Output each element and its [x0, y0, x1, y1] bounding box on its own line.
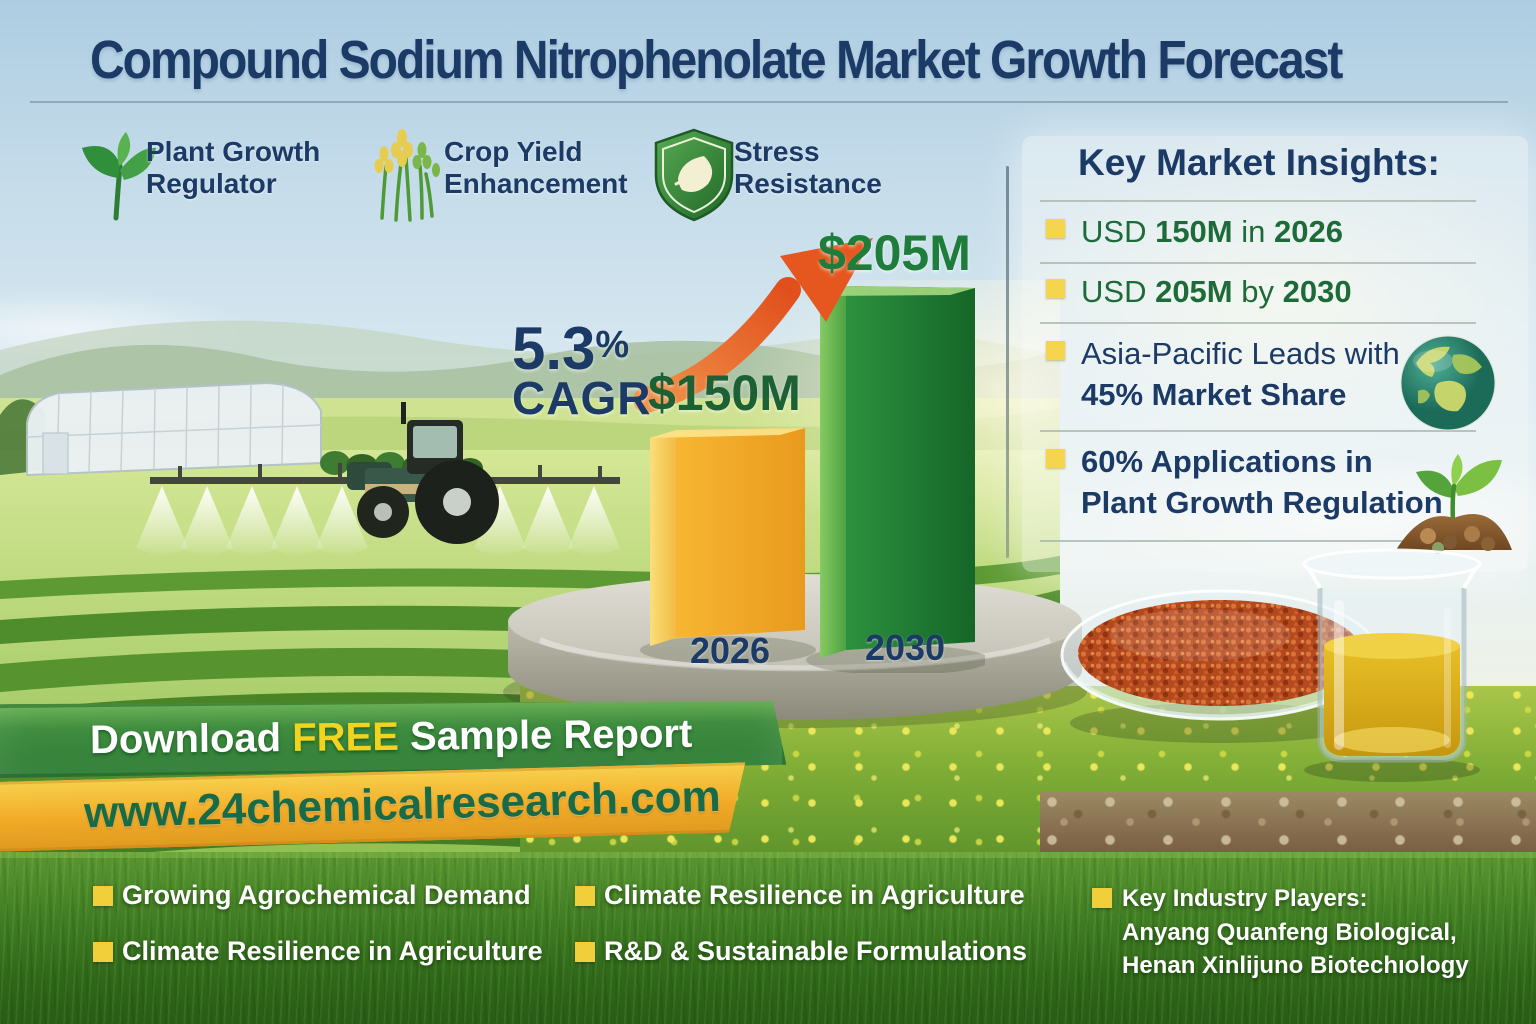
feature-label-line1: Stress: [734, 136, 820, 167]
tractor: [347, 402, 499, 544]
cagr-value: 5.3: [512, 315, 596, 382]
footer-key-players-line: Anyang Quanfeng Biological,: [1122, 918, 1457, 946]
feature-label-line2: Regulator: [146, 167, 277, 199]
banner-text: Download: [89, 716, 293, 763]
insights-title: Key Market Insights:: [1078, 142, 1440, 183]
bar-2030-value-label: $205M: [818, 225, 971, 281]
seedling-soil-icon: [1396, 454, 1512, 554]
feature-label-line2: Resistance: [734, 167, 882, 199]
insight-item-2026-value: USD 150M in 2026: [1046, 212, 1343, 253]
square-bullet-icon: [93, 886, 113, 906]
insight-item-2030-value: USD 205M by 2030: [1046, 272, 1352, 313]
insight-year: 2026: [1273, 214, 1343, 249]
feature-label-line1: Crop Yield: [444, 136, 583, 167]
footer-item: R&D & Sustainable Formulations: [604, 936, 1028, 966]
insight-text: USD: [1081, 274, 1156, 309]
insights-separator: [1040, 540, 1476, 542]
bottom-grass-band: [0, 852, 1536, 1024]
insights-separator: [1040, 430, 1476, 432]
feature-label-plant-growth: Plant Growth Regulator: [146, 136, 320, 200]
feature-label-stress-resistance: Stress Resistance: [734, 136, 882, 200]
insight-value: 205M: [1155, 274, 1233, 309]
beaker-yellow-liquid: [1302, 548, 1482, 782]
insights-separator: [1040, 262, 1476, 264]
bar-2026: [650, 428, 805, 646]
footer-item: Growing Agrochemical Demand: [122, 880, 531, 910]
bar-2030-axis-label: 2030: [864, 627, 946, 668]
insights-separator: [1040, 322, 1476, 324]
title-divider: [30, 101, 1508, 103]
bar-2030: [820, 286, 975, 658]
banner-text: Sample Report: [398, 711, 693, 759]
square-bullet-icon: [1046, 449, 1065, 468]
square-bullet-icon: [1046, 341, 1065, 360]
bar-2026-value-label: $150M: [648, 365, 801, 421]
feature-label-line1: Plant Growth: [146, 136, 321, 167]
footer-item: Climate Resilience in Agriculture: [604, 880, 1025, 910]
square-bullet-icon: [1046, 279, 1065, 298]
bar-chart: [640, 286, 985, 673]
insight-year: 2030: [1282, 274, 1352, 309]
footer-key-players-title: Key Industry Players:: [1122, 885, 1368, 912]
insight-text: Plant Growth Regulation: [1081, 484, 1443, 520]
cagr-percent-sign: %: [595, 324, 630, 366]
feature-label-crop-yield: Crop Yield Enhancement: [444, 136, 628, 200]
footer-key-players: Key Industry Players: Anyang Quanfeng Bi…: [1122, 882, 1469, 983]
insight-text: by: [1232, 274, 1283, 309]
footer-key-players-line: Henan Xinlijuno Biotechıology: [1122, 952, 1469, 980]
wheat-crop-icon: [374, 129, 440, 222]
square-bullet-icon: [1092, 888, 1112, 908]
insight-item-asia-pacific: Asia-Pacific Leads with 45% Market Share: [1046, 334, 1400, 416]
spray-mist: [136, 486, 620, 555]
shield-leaf-icon: [654, 128, 734, 222]
insight-value: 45% Market Share: [1081, 376, 1347, 412]
insight-text: Asia-Pacific Leads with: [1081, 336, 1400, 371]
square-bullet-icon: [575, 942, 595, 962]
banner-free-text: FREE: [291, 714, 400, 761]
insights-vertical-divider: [1006, 166, 1009, 558]
feature-label-line2: Enhancement: [444, 167, 628, 199]
insight-value: 60% Applications in: [1081, 444, 1373, 479]
cagr-annotation: 5.3% CAGR: [512, 319, 652, 424]
insights-separator: [1040, 200, 1476, 202]
cagr-label: CAGR: [512, 372, 652, 424]
website-url: www.24chemicalresearch.com: [83, 771, 722, 838]
square-bullet-icon: [93, 942, 113, 962]
greenhouse: [26, 381, 322, 477]
insight-value: 150M: [1155, 214, 1233, 249]
footer-item: Climate Resilience in Agriculture: [122, 936, 543, 966]
sprout-leaves-icon: [82, 132, 156, 221]
insight-item-applications: 60% Applications in Plant Growth Regulati…: [1046, 442, 1443, 524]
insight-text: USD: [1081, 214, 1156, 249]
growth-arrow-icon: [633, 238, 873, 413]
globe-icon: [1400, 335, 1496, 431]
petri-dish-granules: [1060, 589, 1380, 743]
square-bullet-icon: [1046, 219, 1065, 238]
insight-text: in: [1232, 214, 1274, 249]
square-bullet-icon: [575, 886, 595, 906]
page-title: Compound Sodium Nitrophenolate Market Gr…: [90, 31, 1343, 91]
bar-2026-axis-label: 2026: [689, 630, 771, 671]
